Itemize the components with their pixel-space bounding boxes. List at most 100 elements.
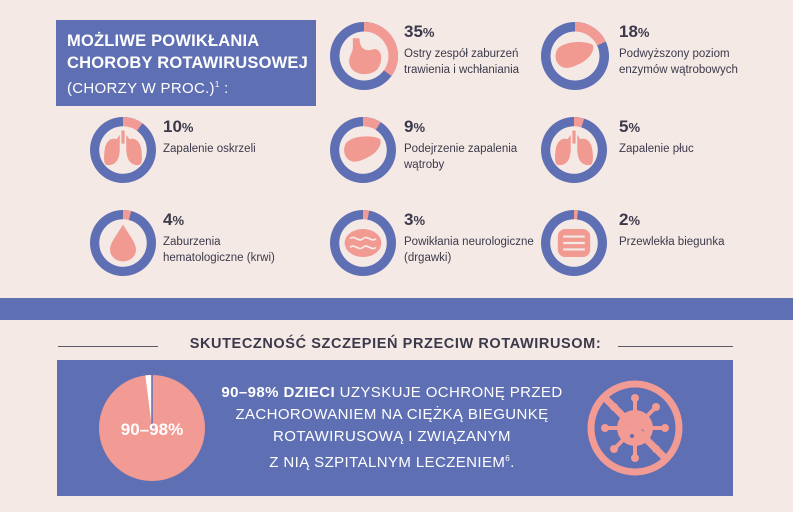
complication-label: Podwyższony poziom enzymów wątrobowych [619, 46, 738, 78]
complication-label-line: Powikłania neurologiczne [404, 236, 534, 248]
percent-number: 18 [619, 22, 638, 41]
liver-icon [344, 136, 381, 162]
donut-chart [541, 210, 607, 276]
percent-value: 3% [404, 210, 425, 230]
intestines-icon [557, 228, 591, 258]
complication-label-line: trawienia i wchłaniania [404, 64, 520, 76]
complication-label: Zapalenie płuc [619, 141, 694, 157]
percent-value: 4% [163, 210, 184, 230]
complication-label-line: enzymów wątrobowych [619, 64, 738, 76]
complication-label: Przewlekła biegunka [619, 234, 724, 250]
percent-sign: % [413, 213, 426, 228]
percent-number: 2 [619, 210, 629, 229]
no-virus-slash [601, 394, 669, 462]
percent-sign: % [181, 120, 194, 135]
efficacy-text-end: . [510, 454, 515, 471]
percent-number: 5 [619, 117, 629, 136]
efficacy-graphics [99, 375, 683, 481]
complication-label-line: Podejrzenie zapalenia [404, 143, 518, 155]
complication-label: Zapalenie oskrzeli [163, 141, 256, 157]
complication-label-line: Zapalenie oskrzeli [163, 143, 256, 155]
percent-sign: % [637, 25, 650, 40]
no-virus-ring [587, 380, 683, 476]
percent-number: 4 [163, 210, 173, 229]
efficacy-text-bold: 90–98% DZIECI [221, 384, 336, 401]
title-line-2: CHOROBY ROTAWIRUSOWEJ [67, 54, 309, 72]
complication-label-line: Podwyższony poziom [619, 48, 730, 60]
complication-label-line: Zapalenie płuc [619, 143, 694, 155]
donut-chart [541, 117, 607, 183]
complication-label-line: hematologiczne (krwi) [163, 252, 275, 264]
efficacy-title: SKUTECZNOŚĆ SZCZEPIEŃ PRZECIW ROTAWIRUSO… [58, 336, 733, 352]
percent-number: 10 [163, 117, 182, 136]
complication-label: Zaburzenia hematologiczne (krwi) [163, 234, 275, 266]
divider-band [0, 298, 793, 320]
percent-sign: % [413, 120, 426, 135]
complication-label-line: wątroby [404, 159, 445, 171]
heading-rule-left [58, 346, 158, 347]
efficacy-title-text: SKUTECZNOŚĆ SZCZEPIEŃ PRZECIW ROTAWIRUSO… [179, 336, 612, 352]
efficacy-box: 90–98% 90–98% DZIECI UZYSKUJE OCHRONĘ PR… [57, 360, 733, 496]
donut-chart [330, 210, 396, 276]
blood-drop-icon [110, 224, 136, 262]
efficacy-text-line-1: 90–98% DZIECI UZYSKUJE OCHRONĘ PRZED [217, 382, 567, 404]
percent-sign: % [628, 120, 641, 135]
complication-label: Ostry zespół zaburzeń trawienia i wchłani… [404, 46, 519, 78]
percent-value: 5% [619, 117, 640, 137]
percent-value: 2% [619, 210, 640, 230]
percent-value: 10% [163, 117, 193, 137]
percent-sign: % [422, 25, 435, 40]
donut-chart [541, 22, 609, 90]
efficacy-text-line-4: Z NIĄ SZPITALNYM LECZENIEM6. [217, 448, 567, 474]
title-box: MOŻLIWE POWIKŁANIA CHOROBY ROTAWIRUSOWEJ… [56, 20, 316, 106]
brain-icon [344, 228, 382, 258]
complication-label: Podejrzenie zapalenia wątroby [404, 141, 517, 173]
complication-item: 2% Przewlekła biegunka [541, 210, 781, 280]
complication-label-line: Zaburzenia [163, 236, 221, 248]
stomach-icon [349, 38, 382, 75]
efficacy-footnote: 6 [505, 454, 511, 463]
efficacy-text-line-4-text: Z NIĄ SZPITALNYM LECZENIEM [269, 454, 506, 471]
efficacy-text-line-3: ROTAWIRUSOWĄ I ZWIĄZANYM [273, 428, 511, 445]
efficacy-text: 90–98% DZIECI UZYSKUJE OCHRONĘ PRZED ZAC… [217, 382, 567, 474]
complication-item: 18% Podwyższony poziom enzymów wątrobowych [541, 22, 781, 92]
percent-value: 9% [404, 117, 425, 137]
efficacy-pie [99, 375, 205, 481]
title-line-3: (CHORZY W PROC.)1 : [67, 74, 316, 100]
lungs-icon [104, 130, 142, 166]
complication-item: 35% Ostry zespół zaburzeń trawienia i wchł… [330, 22, 570, 92]
percent-number: 3 [404, 210, 414, 229]
percent-value: 18% [619, 22, 649, 42]
donut-chart [90, 117, 156, 183]
complication-label: Powikłania neurologiczne (drgawki) [404, 234, 534, 266]
complication-item: 4% Zaburzenia hematologiczne (krwi) [90, 210, 330, 280]
complication-label-line: Przewlekła biegunka [619, 236, 725, 248]
complication-item: 10% Zapalenie oskrzeli [90, 117, 330, 187]
complication-item: 3% Powikłania neurologiczne (drgawki) [330, 210, 570, 280]
efficacy-pie-label: 90–98% [120, 420, 184, 439]
heading-rule-right [618, 346, 733, 347]
percent-sign: % [172, 213, 185, 228]
efficacy-heading: SKUTECZNOŚĆ SZCZEPIEŃ PRZECIW ROTAWIRUSO… [58, 334, 733, 358]
efficacy-text-line-2: ZACHOROWANIEM NA CIĘŻKĄ BIEGUNKĘ [235, 406, 549, 423]
title-line-1: MOŻLIWE POWIKŁANIA [67, 32, 260, 50]
complication-item: 5% Zapalenie płuc [541, 117, 781, 187]
efficacy-text-line-1-rest: UZYSKUJE OCHRONĘ PRZED [335, 384, 563, 401]
title-colon: : [219, 80, 229, 97]
percent-value: 35% [404, 22, 434, 42]
title-subtitle: (CHORZY W PROC.) [67, 80, 215, 97]
percent-number: 35 [404, 22, 423, 41]
complication-item: 9% Podejrzenie zapalenia wątroby [330, 117, 570, 187]
complication-label-line: Ostry zespół zaburzeń [404, 48, 519, 60]
donut-chart [90, 210, 156, 276]
complication-label-line: (drgawki) [404, 252, 452, 264]
title-footnote: 1 [214, 80, 220, 89]
percent-sign: % [628, 213, 641, 228]
lungs-icon [555, 130, 593, 166]
no-virus-icon [587, 380, 683, 476]
donut-chart [330, 22, 398, 90]
liver-icon [555, 41, 594, 69]
donut-chart [330, 117, 396, 183]
percent-number: 9 [404, 117, 414, 136]
efficacy-pie-remainder [145, 375, 152, 428]
